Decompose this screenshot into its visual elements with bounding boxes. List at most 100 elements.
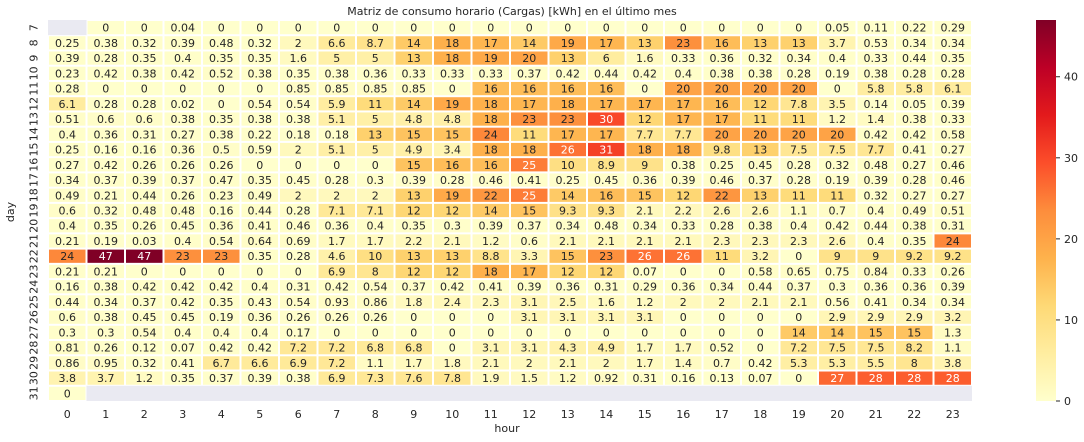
x-tick-label: 9 <box>410 408 417 421</box>
cell-value-label: 0 <box>218 22 225 35</box>
heatmap-cell <box>933 202 972 219</box>
heatmap-cell <box>86 340 125 356</box>
heatmap-cell <box>856 248 895 264</box>
heatmap-cell <box>587 218 626 234</box>
heatmap-cell <box>779 126 818 142</box>
cell-value-label: 9.2 <box>906 250 924 263</box>
heatmap-cell <box>279 172 318 188</box>
heatmap-cell <box>702 340 741 356</box>
cell-value-label: 0.38 <box>902 113 927 126</box>
heatmap-cell <box>779 370 818 386</box>
cell-value-label: 0.25 <box>710 159 735 172</box>
heatmap-cell <box>741 279 780 295</box>
heatmap-cell <box>702 35 741 51</box>
heatmap-cell <box>356 324 395 341</box>
cell-value-label: 0.19 <box>825 174 850 187</box>
heatmap-cell <box>240 157 279 173</box>
heatmap-cell <box>240 233 279 249</box>
cell-value-label: 0.26 <box>132 220 157 233</box>
cell-value-label: 0.44 <box>864 220 889 233</box>
heatmap-cell <box>741 233 780 249</box>
cell-value-label: 0.03 <box>132 235 157 248</box>
heatmap-cell <box>587 172 626 188</box>
cell-value-label: 2.1 <box>444 235 462 248</box>
cell-value-label: 0.34 <box>633 220 658 233</box>
cell-value-label: 0.31 <box>594 281 619 294</box>
heatmap-cell-empty <box>702 385 741 401</box>
heatmap-cell <box>240 218 279 234</box>
cell-value-label: 3.1 <box>636 311 654 324</box>
heatmap-cell <box>433 248 472 264</box>
heatmap-cell <box>394 96 433 112</box>
heatmap-cell <box>587 20 626 36</box>
cell-value-label: 26 <box>676 250 690 263</box>
heatmap-cell <box>548 20 587 36</box>
heatmap-cell <box>779 309 818 325</box>
cell-value-label: 3.8 <box>944 357 962 370</box>
cell-value-label: 0.36 <box>209 220 234 233</box>
cell-value-label: 0.39 <box>941 98 966 111</box>
heatmap-cell <box>625 340 664 356</box>
cell-value-label: 23 <box>176 250 190 263</box>
heatmap-cell <box>587 324 626 341</box>
heatmap-cell <box>48 263 87 280</box>
x-tick-label: 16 <box>676 408 690 421</box>
cell-value-label: 3.1 <box>482 342 500 355</box>
cell-value-label: 3.1 <box>598 311 616 324</box>
heatmap-cell <box>317 279 356 295</box>
heatmap-cell <box>933 355 972 371</box>
cell-value-label: 0.42 <box>171 281 196 294</box>
heatmap-cell <box>317 324 356 341</box>
heatmap-cell <box>933 111 972 127</box>
heatmap-cell-empty <box>202 385 241 401</box>
cell-value-label: 0.54 <box>286 98 311 111</box>
heatmap-cell <box>933 157 972 173</box>
cell-value-label: 0.32 <box>94 205 119 218</box>
heatmap-cell <box>548 263 587 280</box>
heatmap-cell <box>48 370 87 386</box>
cell-value-label: 0.45 <box>171 311 196 324</box>
cell-value-label: 17 <box>638 98 652 111</box>
cell-value-label: 9 <box>872 250 879 263</box>
cell-value-label: 0.4 <box>59 220 77 233</box>
heatmap-cell <box>433 50 472 66</box>
heatmap-cell <box>48 385 87 402</box>
heatmap-cell <box>856 233 895 249</box>
heatmap-cell <box>471 96 510 112</box>
cell-value-label: 0.42 <box>556 67 581 80</box>
cell-value-label: 6.1 <box>944 83 962 96</box>
heatmap-cell <box>356 126 395 142</box>
cell-value-label: 0.07 <box>748 372 773 385</box>
heatmap-cell <box>856 340 895 356</box>
x-tick-label: 22 <box>907 408 921 421</box>
heatmap-cell <box>741 187 780 203</box>
heatmap-cell <box>202 294 241 310</box>
heatmap-cell <box>48 96 87 112</box>
cell-value-label: 17 <box>522 98 536 111</box>
cell-value-label: 7.2 <box>328 357 346 370</box>
heatmap-cell <box>895 157 934 173</box>
cell-value-label: 25 <box>522 189 536 202</box>
heatmap-cell <box>510 126 549 142</box>
cell-value-label: 3.1 <box>521 296 539 309</box>
heatmap-cell <box>818 50 857 66</box>
cell-value-label: 0.37 <box>209 372 234 385</box>
heatmap-cell <box>895 65 934 81</box>
cell-value-label: 0.31 <box>132 128 157 141</box>
heatmap-cell <box>163 340 202 356</box>
heatmap-cell <box>433 202 472 219</box>
cell-value-label: 3.3 <box>521 250 539 263</box>
heatmap-cell <box>933 65 972 81</box>
heatmap-cell <box>625 263 664 280</box>
cell-value-label: 0.48 <box>864 159 889 172</box>
cell-value-label: 0.42 <box>902 128 927 141</box>
cell-value-label: 0.34 <box>556 220 581 233</box>
cell-value-label: 0.07 <box>171 342 196 355</box>
cell-value-label: 0 <box>372 22 379 35</box>
x-tick-label: 21 <box>869 408 883 421</box>
cell-value-label: 14 <box>522 37 536 50</box>
cell-value-label: 0.75 <box>825 265 850 278</box>
heatmap-cell <box>317 35 356 51</box>
heatmap-cell <box>317 80 356 97</box>
cell-value-label: 0 <box>449 342 456 355</box>
